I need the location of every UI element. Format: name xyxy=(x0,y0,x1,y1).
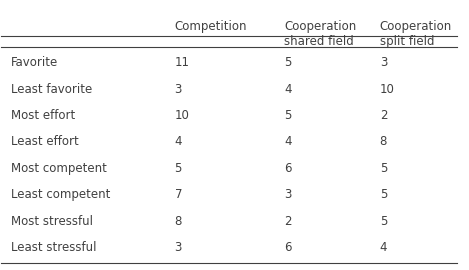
Text: 3: 3 xyxy=(174,83,182,96)
Text: Least effort: Least effort xyxy=(10,135,78,148)
Text: 11: 11 xyxy=(174,56,189,69)
Text: 4: 4 xyxy=(380,241,387,254)
Text: 5: 5 xyxy=(284,109,291,122)
Text: 5: 5 xyxy=(284,56,291,69)
Text: 2: 2 xyxy=(284,214,291,228)
Text: 4: 4 xyxy=(284,83,291,96)
Text: 8: 8 xyxy=(174,214,182,228)
Text: 2: 2 xyxy=(380,109,387,122)
Text: 3: 3 xyxy=(284,188,291,201)
Text: Least stressful: Least stressful xyxy=(10,241,96,254)
Text: 10: 10 xyxy=(174,109,189,122)
Text: 6: 6 xyxy=(284,162,291,175)
Text: 5: 5 xyxy=(380,162,387,175)
Text: 10: 10 xyxy=(380,83,394,96)
Text: 7: 7 xyxy=(174,188,182,201)
Text: Most competent: Most competent xyxy=(10,162,106,175)
Text: 5: 5 xyxy=(380,214,387,228)
Text: 6: 6 xyxy=(284,241,291,254)
Text: Competition: Competition xyxy=(174,20,247,33)
Text: 4: 4 xyxy=(284,135,291,148)
Text: 5: 5 xyxy=(174,162,182,175)
Text: 3: 3 xyxy=(174,241,182,254)
Text: Cooperation
shared field: Cooperation shared field xyxy=(284,20,356,48)
Text: Favorite: Favorite xyxy=(10,56,58,69)
Text: Cooperation
split field: Cooperation split field xyxy=(380,20,452,48)
Text: 5: 5 xyxy=(380,188,387,201)
Text: Least competent: Least competent xyxy=(10,188,110,201)
Text: Most effort: Most effort xyxy=(10,109,75,122)
Text: 4: 4 xyxy=(174,135,182,148)
Text: Least favorite: Least favorite xyxy=(10,83,92,96)
Text: 8: 8 xyxy=(380,135,387,148)
Text: Most stressful: Most stressful xyxy=(10,214,92,228)
Text: 3: 3 xyxy=(380,56,387,69)
